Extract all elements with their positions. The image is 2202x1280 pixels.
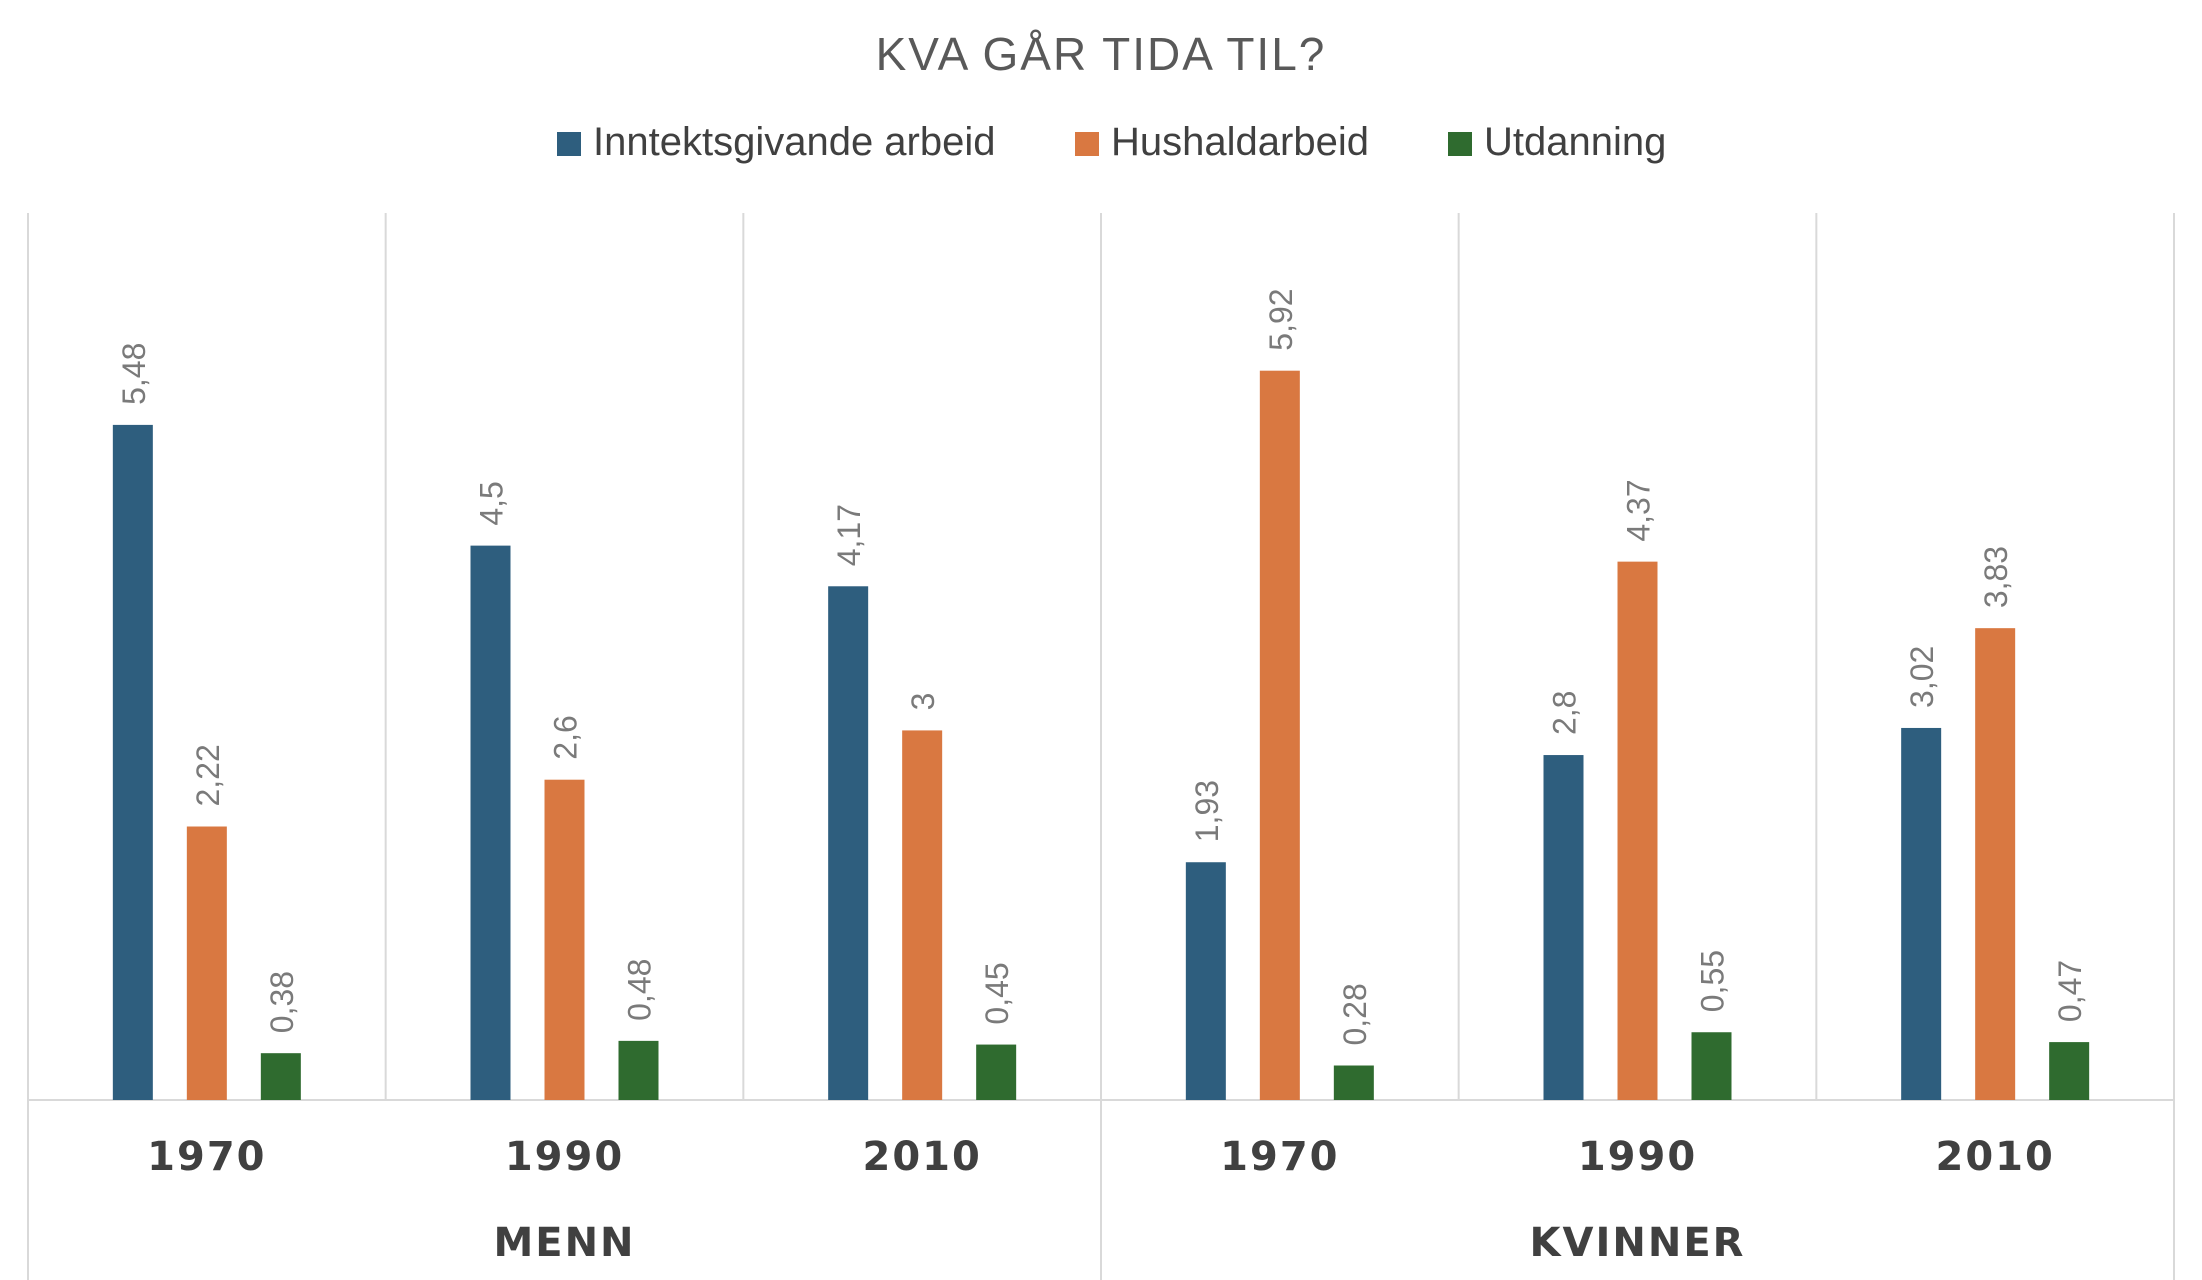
legend-label: Hushaldarbeid [1111, 120, 1369, 164]
data-label: 4,5 [474, 481, 510, 525]
data-label: 0,38 [264, 971, 300, 1033]
data-label: 3 [905, 693, 941, 711]
legend: Inntektsgivande arbeid Hushaldarbeid Utdan… [557, 120, 1666, 164]
data-label: 2,6 [548, 715, 584, 759]
bar [828, 586, 869, 1100]
legend-swatch [1448, 132, 1472, 156]
x-tick-label: 2010 [863, 1134, 982, 1180]
bar [1333, 1065, 1374, 1100]
bar [1185, 862, 1226, 1100]
x-tick-label: 2010 [1936, 1134, 2055, 1180]
bar [1901, 727, 1942, 1100]
bar [186, 826, 227, 1100]
data-label: 5,92 [1263, 288, 1299, 350]
bar [1617, 561, 1658, 1100]
bar [544, 779, 585, 1100]
x-tick-label: 1990 [1578, 1134, 1697, 1180]
bar [618, 1040, 659, 1100]
data-label: 4,17 [831, 504, 867, 566]
data-label: 5,48 [116, 343, 152, 405]
x-tick-label: 1970 [1220, 1134, 1339, 1180]
data-labels: 5,48 2,22 0,38 4,5 2,6 0,48 4,17 3 0,45 1,93 5,92 0… [116, 288, 2088, 1045]
bar [112, 424, 153, 1101]
x-tick-label: 1970 [147, 1134, 266, 1180]
group-label: MENN [493, 1220, 635, 1266]
group-label: KVINNER [1530, 1220, 1746, 1266]
bar [260, 1053, 301, 1100]
legend-swatch [1075, 132, 1099, 156]
data-label: 4,37 [1621, 479, 1657, 541]
legend-label: Utdanning [1484, 120, 1666, 164]
data-label: 2,8 [1547, 691, 1583, 735]
bars [112, 370, 2090, 1101]
bar [902, 730, 943, 1100]
plot-frame [27, 213, 2175, 1280]
data-label: 0,45 [979, 962, 1015, 1024]
legend-swatch [557, 132, 581, 156]
data-label: 3,83 [1978, 546, 2014, 608]
data-label: 3,02 [1904, 646, 1940, 708]
bar [1543, 755, 1584, 1100]
x-axis: 1970 1990 2010 1970 1990 2010 MENN KVINNER [147, 1134, 2055, 1266]
bar [1259, 370, 1300, 1100]
bar [470, 545, 511, 1100]
data-label: 0,47 [2052, 960, 2088, 1022]
data-label: 0,28 [1337, 983, 1373, 1045]
legend-label: Inntektsgivande arbeid [593, 120, 996, 164]
bar [976, 1044, 1017, 1100]
bar [1975, 628, 2016, 1100]
data-label: 1,93 [1189, 780, 1225, 842]
data-label: 2,22 [190, 744, 226, 806]
bar [1691, 1032, 1732, 1100]
chart-title: KVA GÅR TIDA TIL? [876, 28, 1327, 80]
x-tick-label: 1990 [505, 1134, 624, 1180]
data-label: 0,48 [622, 959, 658, 1021]
data-label: 0,55 [1695, 950, 1731, 1012]
bar [2049, 1042, 2090, 1100]
